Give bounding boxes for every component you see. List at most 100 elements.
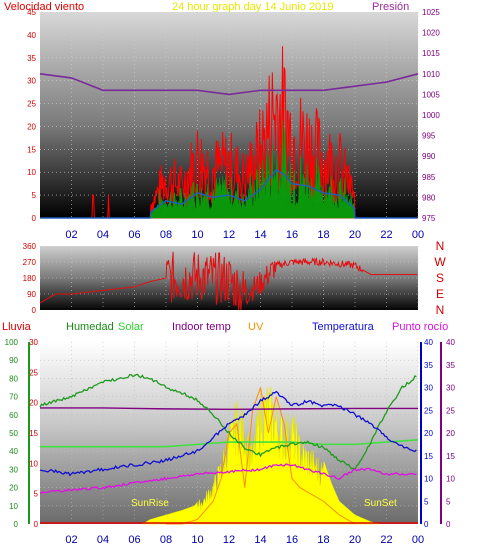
pressure-tick-label: 985: [422, 173, 436, 182]
wind-tick-label: 40: [27, 31, 36, 40]
direction-tick-label: 180: [23, 274, 37, 283]
temperature-tick-label: 0: [424, 520, 429, 529]
time-tick-label: 02: [65, 534, 77, 546]
direction-tick-label: 360: [23, 242, 37, 251]
indoor-tick-label: 0: [446, 520, 451, 529]
temperature-tick-label: 35: [424, 361, 433, 370]
wind-tick-label: 15: [27, 145, 36, 154]
temperature-tick-label: 10: [424, 475, 433, 484]
rain-tick-label: 30: [29, 338, 38, 347]
time-tick-label: 18: [317, 229, 329, 241]
humidity-tick-label: 10: [9, 502, 18, 511]
wind-series: [39, 46, 419, 219]
legend-humedad: Humedad: [66, 321, 114, 333]
wind-plot-area: [40, 12, 418, 218]
wind-tick-label: 0: [32, 214, 37, 223]
time-tick-label: 12: [223, 534, 235, 546]
compass-label: E: [436, 287, 444, 301]
rain-tick-label: 5: [34, 490, 39, 499]
temperature-tick-label: 20: [424, 429, 433, 438]
wind-speed-axis: 0 5 10 15 20 25 30 35 40 45: [27, 8, 36, 223]
legend-temperatura: Temperatura: [312, 321, 375, 333]
legend-lluvia: Lluvia: [2, 321, 32, 333]
temperature-line: [39, 390, 417, 477]
wind-time-axis: 02 04 06 08 10 12 14 16 18 20 22 00: [65, 229, 424, 241]
wind-tick-label: 20: [27, 122, 36, 131]
temperature-tick-label: 15: [424, 452, 433, 461]
indoor-tick-label: 30: [446, 384, 455, 393]
direction-tick-label: 0: [32, 306, 37, 315]
time-tick-label: 22: [380, 534, 392, 546]
wind-tick-label: 5: [32, 191, 37, 200]
time-tick-label: 14: [254, 229, 266, 241]
time-tick-label: 06: [128, 229, 140, 241]
pressure-tick-label: 1000: [422, 111, 440, 120]
indoor-tick-label: 15: [446, 452, 455, 461]
rain-tick-label: 15: [29, 429, 38, 438]
legend-indoor-temp: Indoor temp: [172, 321, 231, 333]
weather-axes: 0102030405060708090100051015202530051015…: [5, 338, 456, 546]
indoor-tick-label: 5: [446, 497, 451, 506]
rain-tick-label: 0: [34, 520, 39, 529]
compass-label: N: [436, 303, 445, 317]
temperature-tick-label: 5: [424, 497, 429, 506]
time-tick-label: 02: [65, 229, 77, 241]
wind-tick-label: 10: [27, 168, 36, 177]
pressure-tick-label: 975: [422, 214, 436, 223]
indoor-tick-label: 10: [446, 475, 455, 484]
pressure-tick-label: 980: [422, 193, 436, 202]
humidity-tick-label: 0: [14, 520, 19, 529]
time-tick-label: 20: [349, 534, 361, 546]
humidity-tick-label: 30: [9, 465, 18, 474]
temperature-tick-label: 25: [424, 406, 433, 415]
pressure-label: Presión: [372, 1, 409, 13]
indoor-tick-label: 40: [446, 338, 455, 347]
rain-tick-label: 25: [29, 368, 38, 377]
time-tick-label: 00: [412, 229, 424, 241]
dewpoint-line: [39, 463, 417, 494]
humidity-tick-label: 70: [9, 393, 18, 402]
pressure-tick-label: 995: [422, 132, 436, 141]
time-tick-label: 16: [286, 534, 298, 546]
legend-solar: Solar: [118, 321, 144, 333]
humidity-tick-label: 40: [9, 447, 18, 456]
humidity-tick-label: 90: [9, 356, 18, 365]
time-tick-label: 04: [97, 229, 109, 241]
direction-tick-label: 270: [23, 258, 37, 267]
wind-tick-label: 35: [27, 54, 36, 63]
time-tick-label: 00: [412, 534, 424, 546]
humidity-tick-label: 100: [5, 338, 19, 347]
humidity-tick-label: 60: [9, 411, 18, 420]
time-tick-label: 16: [286, 229, 298, 241]
indoor-tick-label: 35: [446, 361, 455, 370]
wind-direction-line: [39, 251, 418, 311]
time-tick-label: 22: [380, 229, 392, 241]
wind-tick-label: 30: [27, 77, 36, 86]
wind-speed-label: Velocidad viento: [4, 1, 84, 13]
uv-line: [166, 387, 356, 525]
time-tick-label: 18: [317, 534, 329, 546]
weather-series: [39, 373, 419, 525]
temperature-tick-label: 30: [424, 384, 433, 393]
humidity-line: [39, 373, 417, 471]
time-tick-label: 10: [191, 534, 203, 546]
pressure-tick-label: 1025: [422, 8, 440, 17]
time-tick-label: 10: [191, 229, 203, 241]
pressure-tick-label: 1015: [422, 49, 440, 58]
pressure-tick-label: 1010: [422, 70, 440, 79]
time-tick-label: 08: [160, 229, 172, 241]
compass-label: W: [434, 255, 446, 269]
chart-title: 24 hour graph day 14 Junio 2019: [172, 1, 333, 13]
rain-tick-label: 20: [29, 399, 38, 408]
wind-average-line: [40, 169, 418, 219]
temperature-tick-label: 40: [424, 338, 433, 347]
direction-tick-label: 90: [27, 290, 36, 299]
time-tick-label: 04: [97, 534, 109, 546]
humidity-tick-label: 50: [9, 429, 18, 438]
time-tick-label: 06: [128, 534, 140, 546]
indoor-tick-label: 20: [446, 429, 455, 438]
legend-punto-rocio: Punto rocío: [392, 321, 448, 333]
indoor-tick-label: 25: [446, 406, 455, 415]
